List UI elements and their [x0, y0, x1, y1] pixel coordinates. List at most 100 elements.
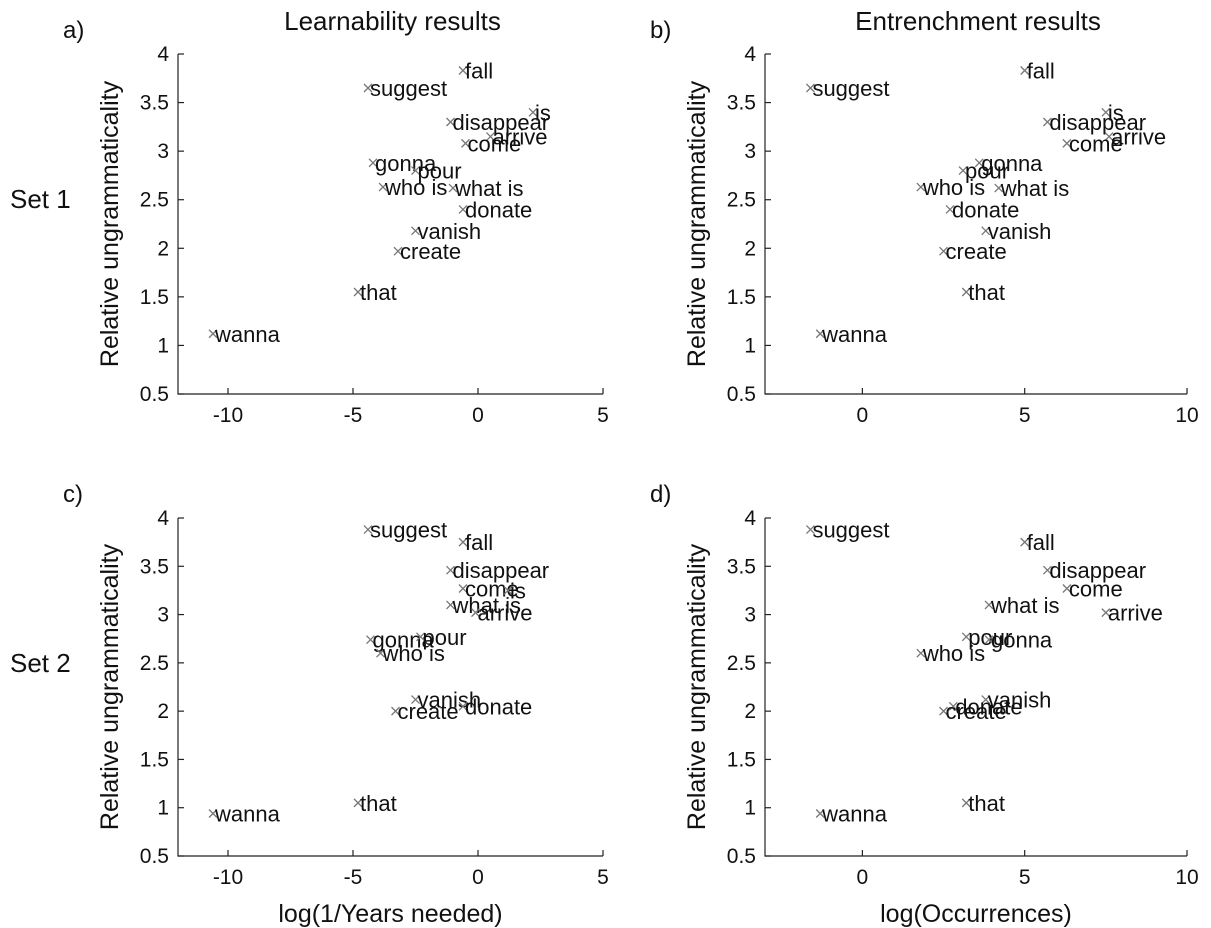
point-label-fall: fall — [1027, 530, 1055, 555]
point-label-wanna: wanna — [214, 322, 281, 347]
point-label-fall: fall — [465, 59, 493, 84]
panel-d: 0 5 10 0.5 1 1.5 2 2.5 3 3.5 4 Relative ungrammatic… — [650, 481, 1199, 928]
point-marker-come — [458, 584, 468, 593]
x-tick-label: 5 — [597, 866, 609, 889]
y-tick-label: 2.5 — [727, 189, 756, 212]
point-label-who-is: who is — [384, 175, 447, 200]
point-label-that: that — [360, 791, 397, 816]
point-label-is: is — [1108, 100, 1124, 125]
y-tick-label: 1.5 — [140, 286, 169, 309]
point-label-donate: donate — [465, 197, 532, 222]
y-tick-label: 3 — [744, 140, 756, 163]
point-label-come: come — [1069, 576, 1123, 601]
point-label-arrive: arrive — [1111, 125, 1166, 150]
point-marker-arrive — [1104, 132, 1114, 142]
y-tick-label: 4 — [744, 43, 756, 66]
panel-letter: d) — [650, 481, 671, 508]
point-marker-wanna — [208, 329, 218, 339]
x-tick-label: 5 — [597, 404, 609, 427]
point-label-come: come — [468, 131, 522, 156]
panel-letter: b) — [650, 17, 671, 44]
point-marker-create — [939, 246, 948, 256]
point-marker-fall — [458, 537, 468, 547]
y-tick-label: 3.5 — [140, 555, 169, 578]
y-tick-label: 0.5 — [727, 383, 756, 406]
point-label-arrive: arrive — [1108, 601, 1163, 626]
point-marker-donate — [948, 701, 958, 711]
y-tick-label: 4 — [157, 507, 169, 530]
y-tick-label: 2 — [744, 237, 756, 260]
point-label-what-is: what is — [990, 593, 1059, 618]
point-label-vanish: vanish — [988, 219, 1052, 244]
point-marker-wanna — [815, 329, 825, 339]
y-tick-label: 3.5 — [140, 92, 169, 115]
y-axis-label: Relative ungrammaticality — [96, 80, 124, 367]
point-label-what-is: what is — [452, 593, 521, 618]
y-tick-label: 4 — [744, 507, 756, 530]
point-marker-that — [353, 287, 363, 297]
point-label-create: create — [398, 699, 459, 724]
panel-c: -10 -5 0 5 0.5 1 1.5 2 2.5 3 3.5 4 Relative ungramma… — [63, 481, 609, 928]
point-marker-fall — [1020, 537, 1030, 547]
point-marker-that — [961, 287, 971, 297]
panel-title: Learnability results — [284, 6, 501, 36]
point-marker-pour — [416, 632, 425, 642]
y-tick-label: 2 — [157, 700, 169, 723]
y-axis-label: Relative ungrammaticality — [96, 543, 124, 830]
point-label-disappear: disappear — [1049, 558, 1146, 583]
point-marker-wanna — [208, 809, 218, 818]
point-marker-what-is — [984, 600, 994, 610]
y-tick-label: 0.5 — [140, 845, 169, 868]
point-label-pour: pour — [418, 159, 462, 184]
point-marker-vanish — [981, 695, 991, 705]
x-tick-label: 5 — [1019, 866, 1031, 889]
point-marker-come — [461, 138, 470, 148]
point-marker-vanish — [411, 226, 420, 236]
point-marker-vanish — [411, 695, 420, 705]
point-marker-who-is — [916, 648, 926, 658]
x-tick-label: 5 — [1019, 404, 1031, 427]
x-tick-label: -10 — [213, 404, 243, 427]
point-marker-is — [528, 107, 538, 117]
point-label-suggest: suggest — [812, 518, 889, 543]
x-tick-label: 10 — [1175, 404, 1198, 427]
point-marker-suggest — [363, 525, 373, 535]
y-tick-label: 1.5 — [727, 748, 756, 771]
y-tick-label: 2.5 — [727, 652, 756, 675]
point-marker-gonna — [368, 158, 378, 168]
panel-letter: a) — [63, 17, 84, 44]
point-marker-gonna — [984, 635, 994, 645]
point-label-is: is — [535, 100, 551, 125]
y-axis-label: Relative ungrammaticality — [683, 543, 711, 830]
point-label-donate: donate — [955, 694, 1022, 719]
point-marker-suggest — [363, 83, 373, 93]
point-label-suggest: suggest — [370, 518, 447, 543]
y-tick-label: 4 — [157, 43, 169, 66]
point-marker-disappear — [1042, 565, 1052, 575]
y-tick-label: 3 — [157, 604, 169, 627]
point-marker-gonna — [366, 635, 375, 645]
point-marker-vanish — [981, 226, 991, 236]
x-tick-label: -5 — [344, 404, 363, 427]
x-axis-label: log(Occurrences) — [880, 900, 1072, 928]
point-label-vanish: vanish — [418, 688, 482, 713]
point-marker-what-is — [448, 183, 458, 193]
point-marker-arrive — [1101, 608, 1111, 618]
point-marker-create — [393, 246, 403, 256]
point-label-donate: donate — [952, 197, 1019, 222]
y-tick-label: 1 — [157, 797, 169, 820]
panel-letter: c) — [63, 481, 83, 508]
point-marker-is — [503, 585, 513, 595]
point-marker-disappear — [446, 117, 455, 127]
panel-b: 0 5 10 0.5 1 1.5 2 2.5 3 3.5 4 Relative ungrammatic… — [650, 6, 1199, 427]
point-marker-who-is — [916, 182, 926, 192]
point-label-disappear: disappear — [453, 110, 550, 135]
point-label-disappear: disappear — [1049, 110, 1146, 135]
point-label-pour: pour — [965, 159, 1009, 184]
point-marker-what-is — [446, 600, 455, 610]
point-marker-come — [1062, 584, 1072, 593]
point-label-donate: donate — [465, 694, 532, 719]
y-tick-label: 0.5 — [727, 845, 756, 868]
x-axis-label: log(1/Years needed) — [278, 900, 502, 928]
x-tick-label: 0 — [857, 404, 869, 427]
